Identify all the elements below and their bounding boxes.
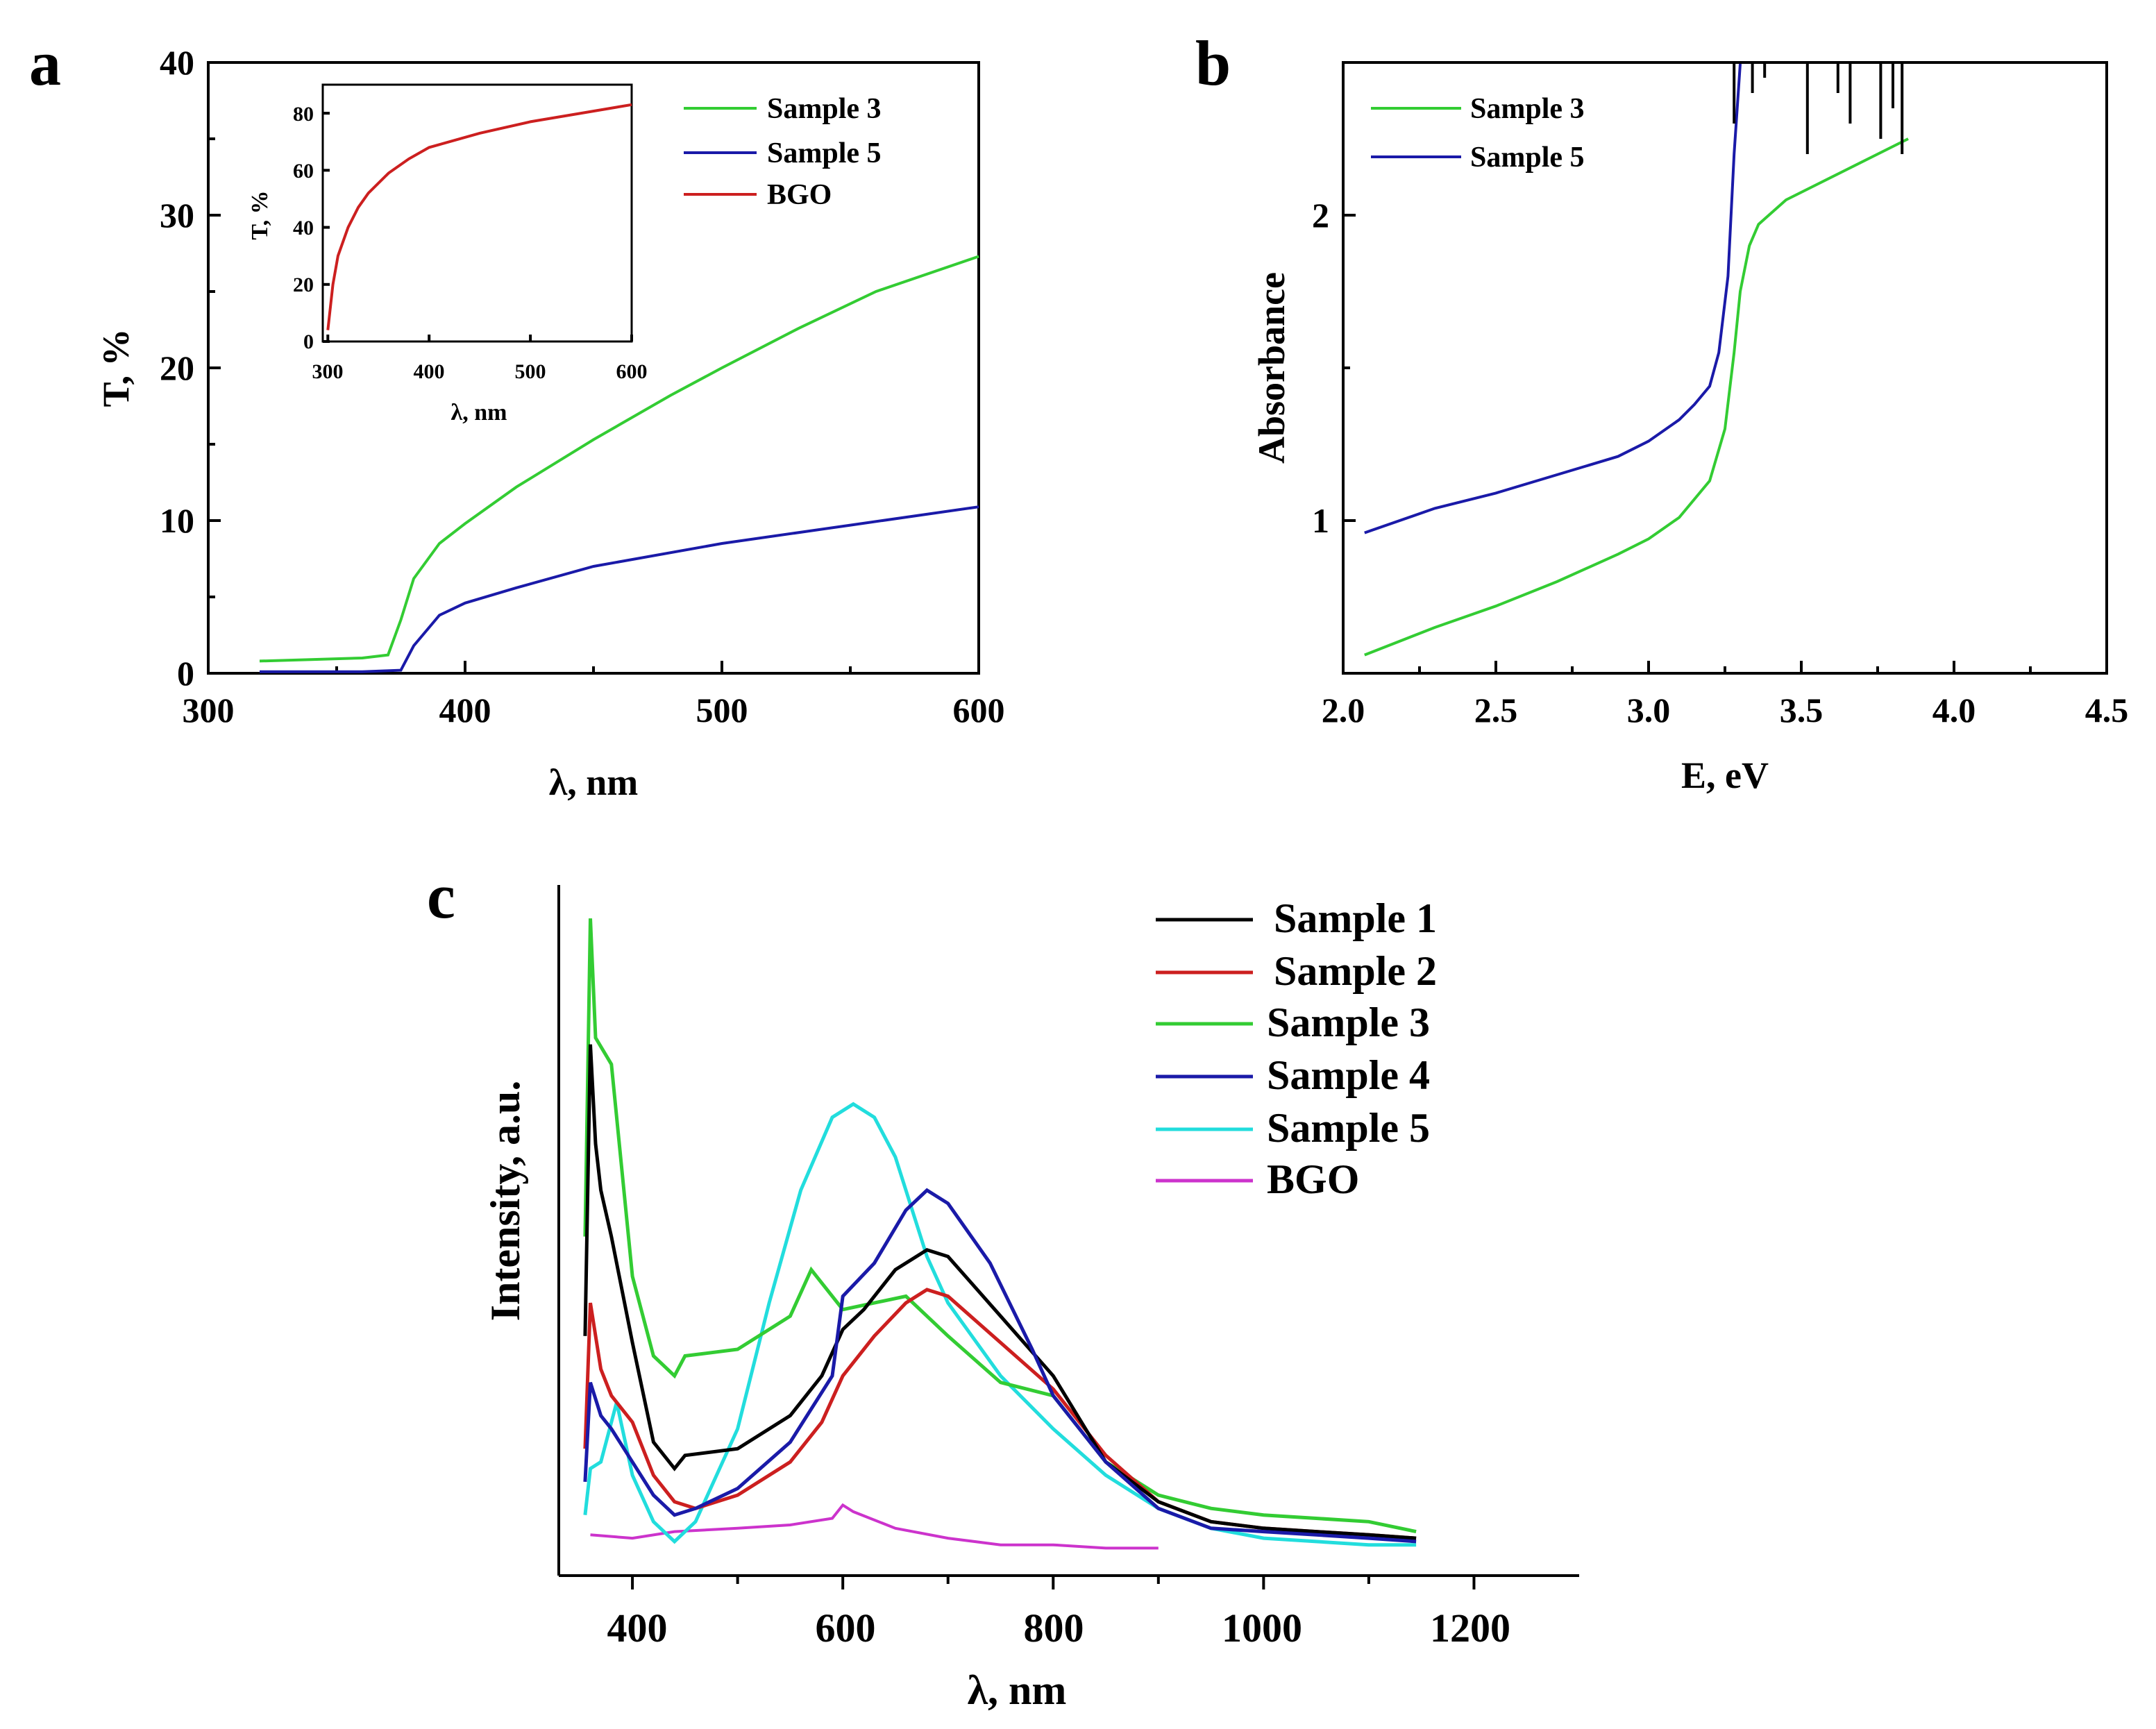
legend-label-sample-3: Sample 3 [1470,93,1585,125]
panel-b-xtick: 2.0 [1322,691,1365,729]
panel-b-xtick: 3.0 [1627,691,1671,729]
panel-c-xlabel: λ, nm [968,1667,1067,1713]
panel-b: b 2.0 2.5 3.0 3.5 4.0 4.5 1 2 E, eV Abso… [1195,28,2128,796]
panel-b-xtick: 2.5 [1474,691,1518,729]
panel-c-legend: Sample 1 Sample 2 Sample 3 Sample 4 Samp… [1156,895,1437,1202]
panel-a-xtick: 600 [953,691,1005,729]
inset-xtick: 400 [414,360,445,383]
panel-c-xtick: 800 [1024,1605,1084,1651]
inset-ytick: 80 [293,103,314,126]
panel-letter-a: a [29,28,61,99]
inset-xtick: 300 [312,360,344,383]
legend-label-sample-2: Sample 2 [1274,948,1437,994]
panel-c-series-sample-1 [583,1044,1417,1540]
panel-a-ytick: 10 [160,501,194,540]
panel-a-series-sample-3 [259,255,979,663]
panel-b-plot-area [1364,63,1909,657]
panel-c-series-sample-3 [583,918,1417,1534]
panel-b-frame [1342,61,2108,675]
legend-label-sample-4: Sample 4 [1267,1052,1430,1098]
panel-c-xtick: 400 [607,1605,668,1651]
inset-xtick: 600 [616,360,648,383]
legend-label-sample-5: Sample 5 [1470,142,1585,174]
panel-a-xlabel: λ, nm [549,761,639,803]
panel-c-xtick: 600 [816,1605,876,1651]
legend-label-sample-3: Sample 3 [767,93,882,125]
panel-b-ytick: 1 [1312,501,1329,540]
panel-a-ytick: 0 [177,654,194,693]
inset-xlabel: λ, nm [451,400,507,425]
panel-a-xtick: 500 [696,691,748,729]
panel-b-xtick: 4.5 [2085,691,2129,729]
panel-c-xtick: 1200 [1430,1605,1510,1651]
panel-a-ytick: 40 [160,43,194,82]
panel-a-legend: Sample 3 Sample 5 BGO [684,93,882,211]
inset-ticks [323,112,633,343]
panel-c-series-sample-4 [583,1188,1417,1544]
panel-b-legend: Sample 3 Sample 5 [1371,93,1585,174]
legend-label-sample-1: Sample 1 [1274,895,1437,941]
panel-a-inset: 300 400 500 600 0 20 40 60 80 λ, nm T, % [247,83,648,425]
inset-ytick: 20 [293,273,314,296]
panel-c: c 400 600 800 1000 1200 λ, nm Intensity,… [427,861,1579,1713]
panel-b-ticks [1342,61,2108,675]
legend-label-sample-5: Sample 5 [767,137,882,169]
legend-label-bgo: BGO [767,179,832,211]
inset-frame [321,83,633,343]
panel-letter-b: b [1195,28,1231,99]
panel-c-xtick: 1000 [1222,1605,1302,1651]
panel-c-ticks [631,1576,1476,1589]
inset-series-bgo [326,103,632,330]
panel-a-xtick: 300 [183,691,235,729]
panel-b-ylabel: Absorbance [1251,272,1292,464]
inset-xtick: 500 [515,360,546,383]
panel-c-plot-area [583,918,1417,1550]
panel-a-series-sample-5 [260,505,979,673]
inset-ytick: 60 [293,160,314,183]
inset-ytick: 0 [303,330,314,353]
legend-label-bgo: BGO [1267,1156,1359,1202]
panel-a-xtick: 400 [439,691,491,729]
panel-a: a 300 400 500 600 0 10 20 30 40 λ, nm T,… [29,28,1005,803]
panel-a-ytick: 30 [160,196,194,235]
panel-b-xtick: 4.0 [1932,691,1976,729]
panel-b-series-sample-5 [1364,63,1742,534]
panel-a-ticks [207,61,980,675]
panel-b-xlabel: E, eV [1681,754,1769,796]
legend-label-sample-3: Sample 3 [1267,1000,1430,1045]
panel-a-ytick: 20 [160,348,194,387]
inset-ylabel: T, % [247,190,273,239]
panel-b-ytick: 2 [1312,196,1329,235]
panel-letter-c: c [427,861,455,931]
panel-b-series-sample-3 [1364,137,1909,657]
legend-label-sample-5: Sample 5 [1267,1105,1430,1151]
panel-c-ylabel: Intensity, a.u. [482,1081,528,1322]
panel-b-xtick: 3.5 [1780,691,1824,729]
inset-ytick: 40 [293,217,314,239]
panel-a-ylabel: T, % [95,328,137,407]
